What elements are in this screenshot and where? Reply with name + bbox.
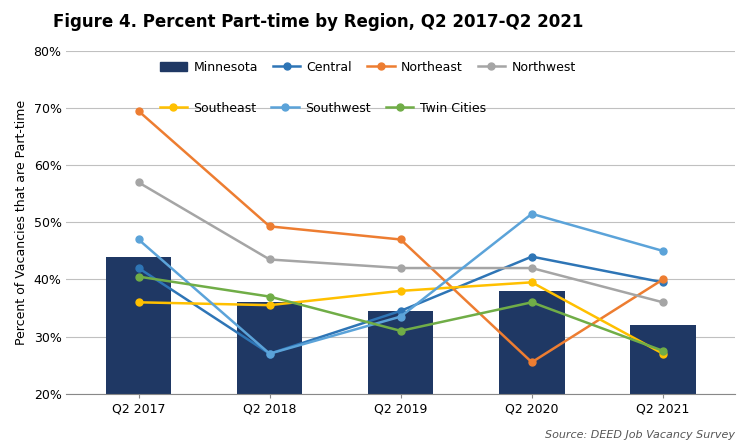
Bar [368, 311, 434, 444]
Bar [499, 291, 565, 444]
Bar [106, 257, 171, 444]
Text: Figure 4. Percent Part-time by Region, Q2 2017-Q2 2021: Figure 4. Percent Part-time by Region, Q… [53, 13, 583, 32]
Legend: Southeast, Southwest, Twin Cities: Southeast, Southwest, Twin Cities [160, 102, 486, 115]
Y-axis label: Percent of Vacancies that are Part-time: Percent of Vacancies that are Part-time [15, 100, 28, 345]
Text: Source: DEED Job Vacancy Survey: Source: DEED Job Vacancy Survey [545, 429, 735, 440]
Bar [237, 302, 302, 444]
Bar [630, 325, 696, 444]
